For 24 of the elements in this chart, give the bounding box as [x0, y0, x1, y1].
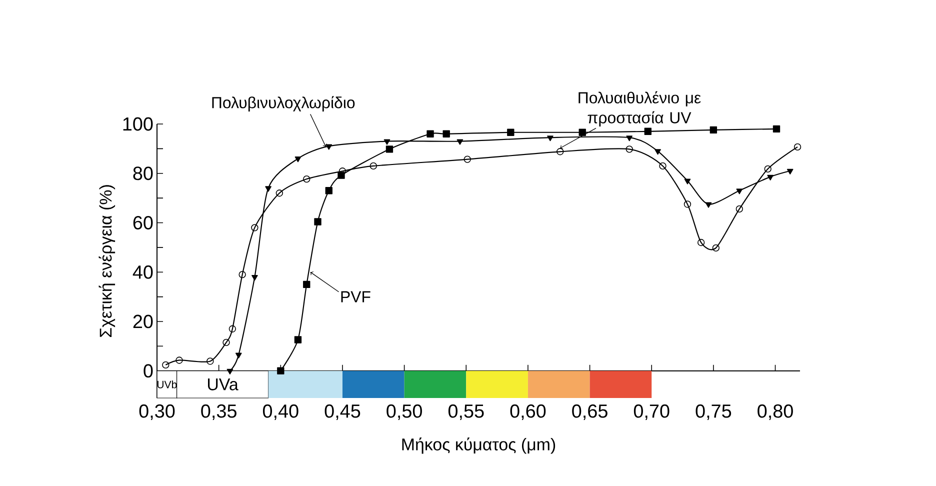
series-label: Πολυαιθυλένιο με προστασία UV — [578, 91, 701, 127]
y-axis-title: Σχετική ενέργεια (%) — [98, 185, 116, 337]
x-axis-title: Μήκος κύματος (μm) — [402, 438, 556, 454]
y-tick-label: 80 — [133, 166, 153, 180]
x-tick-label: 0,45 — [324, 404, 360, 420]
x-tick-label: 0,70 — [634, 404, 670, 420]
y-tick-label: 0 — [144, 364, 153, 378]
y-tick-label: 40 — [132, 265, 153, 279]
x-tick-label: 0,30 — [139, 404, 175, 420]
x-tick-label: 0,50 — [386, 404, 422, 420]
band-label: UVa — [208, 378, 238, 390]
y-tick-label: 100 — [123, 117, 153, 131]
x-tick-label: 0,35 — [201, 404, 236, 420]
series-label: Πολυβινυλοχλωρίδιο — [212, 96, 355, 112]
y-tick-label: 60 — [133, 216, 153, 230]
x-tick-label: 0,55 — [448, 404, 484, 420]
x-tick-label: 0,65 — [572, 404, 608, 420]
x-tick-label: 0,40 — [262, 404, 298, 420]
x-tick-label: 0,80 — [758, 404, 793, 420]
band-label: UVb — [157, 380, 177, 388]
y-tick-label: 20 — [133, 314, 153, 328]
series-label: PVF — [341, 291, 370, 302]
x-tick-label: 0,75 — [696, 404, 732, 420]
x-tick-label: 0,60 — [510, 404, 546, 420]
